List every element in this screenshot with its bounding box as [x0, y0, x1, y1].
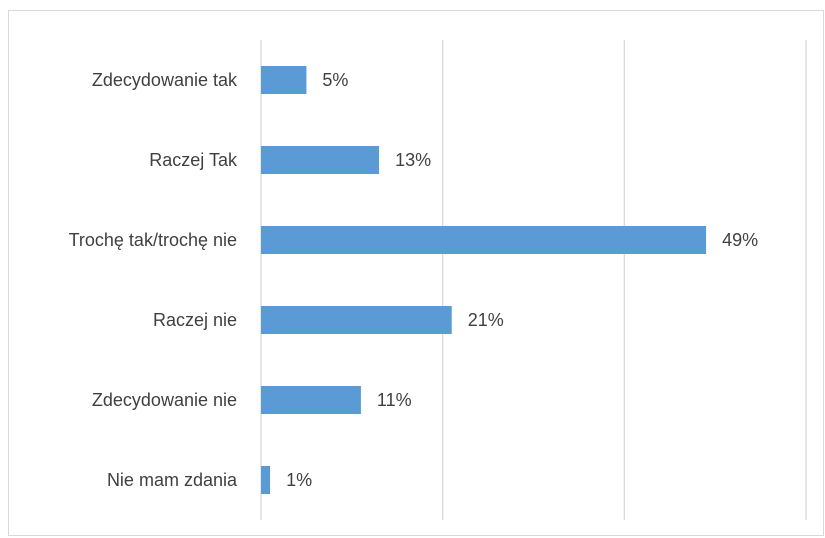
category-label: Raczej nie	[153, 310, 237, 330]
data-label: 21%	[468, 310, 504, 330]
data-label: 5%	[322, 70, 348, 90]
data-label: 1%	[286, 470, 312, 490]
bar	[261, 466, 271, 494]
data-label: 11%	[377, 390, 412, 410]
chart-frame	[8, 10, 824, 536]
category-label: Zdecydowanie nie	[92, 390, 237, 410]
bar	[261, 306, 452, 334]
data-label: 13%	[395, 150, 431, 170]
category-label: Raczej Tak	[149, 150, 238, 170]
bar	[261, 66, 307, 94]
bar	[261, 226, 707, 254]
category-label: Nie mam zdania	[107, 470, 238, 490]
category-label: Trochę tak/trochę nie	[69, 230, 237, 250]
bar	[261, 146, 380, 174]
data-label: 49%	[722, 230, 758, 250]
bar	[261, 386, 361, 414]
category-label: Zdecydowanie tak	[92, 70, 238, 90]
